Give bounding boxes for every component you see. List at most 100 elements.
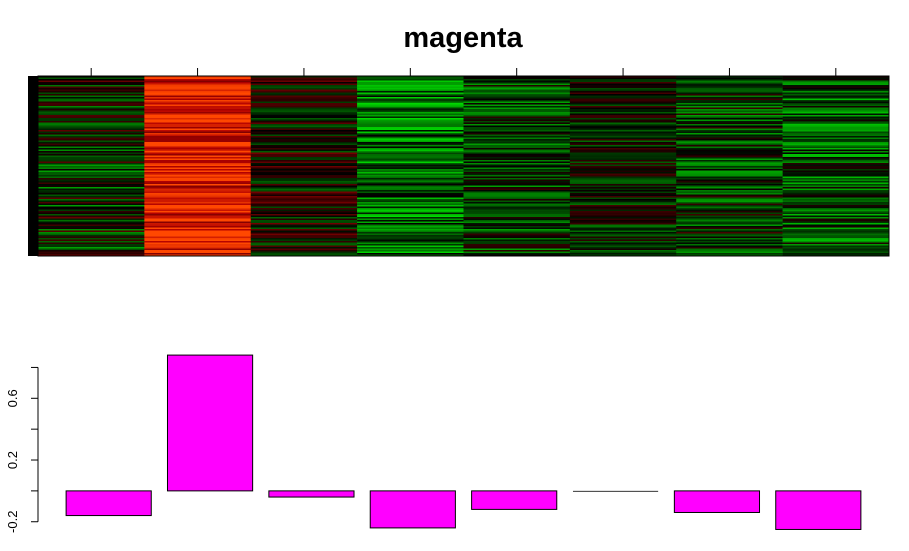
heatmap-cell xyxy=(569,250,677,252)
heatmap-cell xyxy=(38,190,145,192)
heatmap-cell xyxy=(38,206,145,209)
heatmap-cell xyxy=(463,188,571,191)
heatmap-cell xyxy=(38,133,145,135)
heatmap-cell xyxy=(144,179,252,182)
heatmap-cell xyxy=(463,83,571,86)
heatmap-cell xyxy=(357,182,464,185)
heatmap-cell xyxy=(357,158,464,161)
heatmap-cell xyxy=(250,140,358,143)
heatmap-cell xyxy=(569,151,677,153)
heatmap-cell xyxy=(144,149,252,152)
heatmap-cell xyxy=(357,136,464,138)
heatmap-cell xyxy=(676,227,783,230)
heatmap-cell xyxy=(569,179,677,182)
heatmap-cell xyxy=(250,242,358,245)
heatmap-cell xyxy=(463,158,571,161)
heatmap-cell xyxy=(357,184,464,186)
heatmap-cell xyxy=(250,100,358,102)
heatmap-cell xyxy=(357,236,464,239)
heatmap-cell xyxy=(357,212,464,215)
heatmap-cell xyxy=(569,100,677,102)
heatmap-cell xyxy=(357,190,464,192)
heatmap-cell xyxy=(250,128,358,131)
heatmap-cell xyxy=(144,98,252,101)
heatmap-cell xyxy=(463,122,571,125)
heatmap-cell xyxy=(463,245,571,248)
heatmap-cell xyxy=(144,116,252,119)
heatmap-cell xyxy=(357,233,464,236)
heatmap-cell xyxy=(144,194,252,197)
heatmap-cell xyxy=(782,83,890,86)
heatmap-cell xyxy=(782,95,890,98)
heatmap-cell xyxy=(676,128,783,131)
heatmap-cell xyxy=(676,151,783,153)
heatmap-cell xyxy=(38,128,145,131)
heatmap-cell xyxy=(782,119,890,122)
heatmap-cell xyxy=(38,130,145,132)
heatmap-cell xyxy=(144,86,252,89)
heatmap-cell xyxy=(144,253,252,255)
heatmap-cell xyxy=(144,164,252,167)
heatmap-cell xyxy=(463,254,571,257)
heatmap-cell xyxy=(463,94,571,96)
heatmap-cell xyxy=(250,83,358,86)
heatmap-cell xyxy=(38,176,145,179)
heatmap-cell xyxy=(782,113,890,116)
heatmap-cell xyxy=(38,137,145,140)
heatmap-cell xyxy=(569,206,677,209)
heatmap-cell xyxy=(144,151,252,153)
heatmap-cell xyxy=(250,200,358,203)
heatmap-cell xyxy=(782,182,890,185)
heatmap-cell xyxy=(569,218,677,221)
heatmap-cell xyxy=(782,82,890,84)
heatmap-cell xyxy=(250,208,358,210)
heatmap-cell xyxy=(782,103,890,105)
heatmap-cell xyxy=(357,95,464,98)
heatmap-cell xyxy=(463,127,571,129)
heatmap-cell xyxy=(782,128,890,131)
heatmap-cell xyxy=(676,185,783,188)
heatmap-cell xyxy=(250,127,358,129)
heatmap-cell xyxy=(250,94,358,96)
heatmap-cell xyxy=(782,125,890,128)
heatmap-cell xyxy=(250,172,358,174)
heatmap-cell xyxy=(569,224,677,227)
heatmap-cell xyxy=(357,196,464,198)
heatmap-cell xyxy=(782,101,890,104)
heatmap-cell xyxy=(569,181,677,183)
heatmap-cell xyxy=(463,251,571,254)
heatmap-cell xyxy=(782,194,890,197)
heatmap-cell xyxy=(357,247,464,249)
heatmap-cell xyxy=(38,142,145,144)
heatmap-cell xyxy=(38,155,145,158)
heatmap-cell xyxy=(569,127,677,129)
heatmap-cell xyxy=(782,196,890,198)
heatmap-cell xyxy=(676,106,783,108)
heatmap-cell xyxy=(463,109,571,111)
heatmap-cell xyxy=(569,194,677,197)
heatmap-cell xyxy=(144,217,252,219)
heatmap-cell xyxy=(144,130,252,132)
heatmap-cell xyxy=(250,233,358,236)
heatmap-cell xyxy=(357,203,464,206)
heatmap-cell xyxy=(463,167,571,170)
heatmap-cell xyxy=(463,215,571,218)
heatmap-cell xyxy=(38,179,145,182)
heatmap-cell xyxy=(782,115,890,117)
heatmap-cell xyxy=(144,205,252,207)
heatmap-cell xyxy=(782,251,890,254)
heatmap-cell xyxy=(676,160,783,162)
heatmap-cell xyxy=(569,253,677,255)
heatmap-cell xyxy=(782,200,890,203)
heatmap-cell xyxy=(250,95,358,98)
heatmap-cell xyxy=(463,200,571,203)
heatmap-cell xyxy=(38,110,145,113)
heatmap-cell xyxy=(676,220,783,222)
heatmap-cell xyxy=(676,250,783,252)
heatmap-cell xyxy=(676,154,783,156)
heatmap-cell xyxy=(463,149,571,152)
heatmap-cell xyxy=(250,247,358,249)
heatmap-cell xyxy=(144,145,252,147)
heatmap-cell xyxy=(782,239,890,242)
heatmap-cell xyxy=(38,166,145,168)
